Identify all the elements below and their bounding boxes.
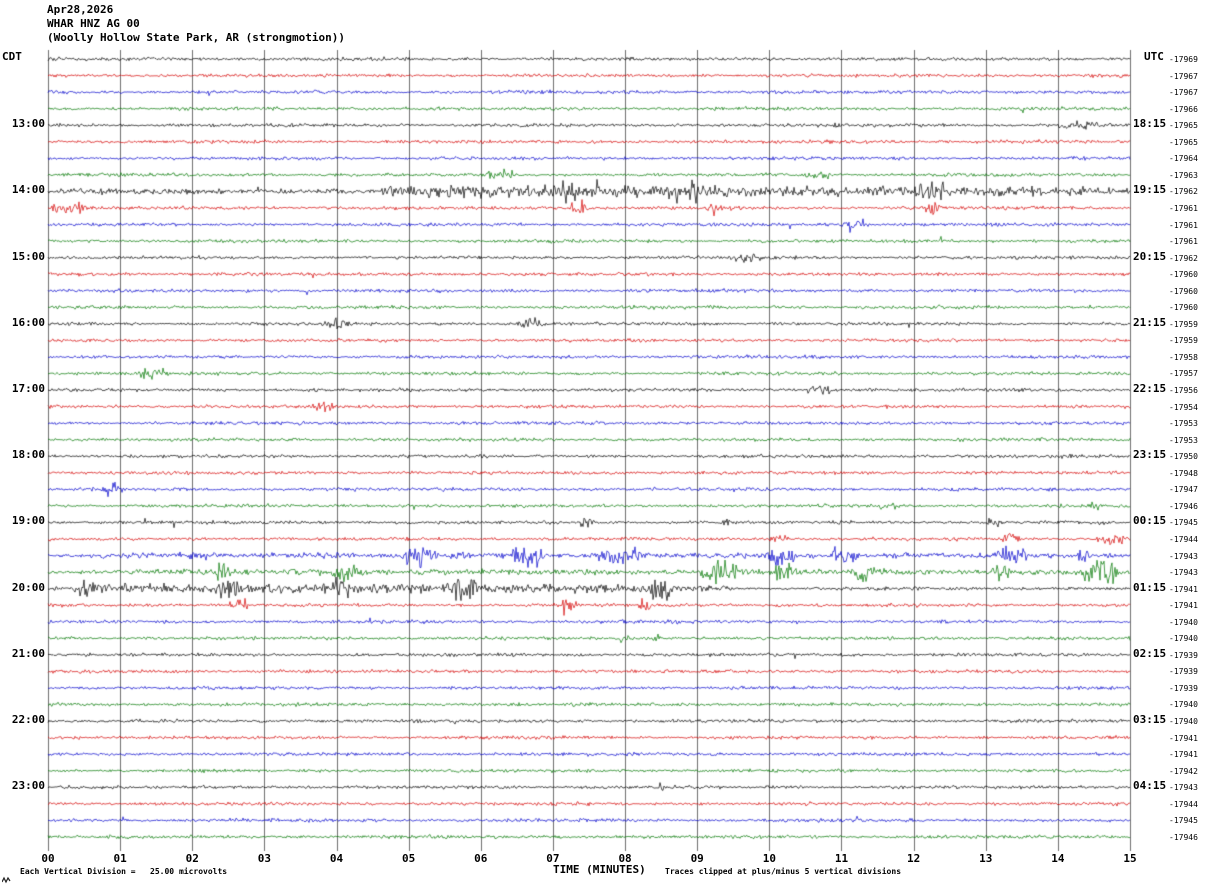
x-axis-title: TIME (MINUTES) — [553, 863, 646, 876]
row-offset-value: -17944 — [1169, 534, 1198, 544]
left-axis-title: CDT — [2, 50, 22, 63]
row-offset-value: -17953 — [1169, 435, 1198, 445]
x-tick-label: 10 — [762, 852, 776, 865]
x-tick-label: 13 — [979, 852, 993, 865]
x-tick-label: 14 — [1051, 852, 1065, 865]
row-offset-value: -17939 — [1169, 667, 1198, 677]
x-tick-label: 12 — [906, 852, 921, 865]
cdt-time-label: 14:00 — [11, 183, 45, 197]
row-offset-value: -17941 — [1169, 601, 1198, 611]
x-tick-label: 11 — [834, 852, 849, 865]
cdt-time-label: 21:00 — [11, 646, 45, 660]
row-offset-value: -17969 — [1169, 55, 1198, 64]
utc-time-label: 01:15 — [1133, 580, 1167, 594]
row-offset-value: -17962 — [1169, 187, 1198, 197]
row-offset-value: -17948 — [1169, 468, 1198, 478]
row-offset-value: -17965 — [1169, 137, 1198, 147]
row-offset-value: -17961 — [1169, 237, 1198, 247]
row-offset-value: -17953 — [1169, 419, 1198, 429]
corner-mark — [2, 876, 11, 884]
row-offset-value: -17954 — [1169, 402, 1198, 412]
row-offset-value: -17941 — [1169, 584, 1198, 594]
row-offset-value: -17942 — [1169, 766, 1198, 776]
x-tick-label: 06 — [474, 852, 488, 865]
row-offset-value: -17956 — [1169, 386, 1198, 395]
row-offset-value: -17941 — [1169, 733, 1198, 743]
utc-time-label: 04:15 — [1133, 779, 1167, 793]
row-offset-value: -17946 — [1169, 832, 1198, 842]
row-offset-value: -17943 — [1169, 783, 1198, 793]
row-offset-value: -17961 — [1169, 220, 1198, 230]
cdt-time-label: 23:00 — [11, 779, 45, 793]
row-offset-value: -17946 — [1169, 501, 1198, 511]
utc-time-label: 19:15 — [1133, 183, 1167, 197]
utc-time-label: 18:15 — [1133, 117, 1167, 131]
row-offset-value: -17939 — [1169, 650, 1198, 660]
row-offset-value: -17963 — [1169, 170, 1198, 180]
row-offset-value: -17945 — [1169, 816, 1198, 826]
utc-time-label: 03:15 — [1133, 713, 1167, 726]
row-offset-value: -17962 — [1169, 253, 1198, 263]
utc-time-label: 02:15 — [1133, 646, 1167, 660]
row-offset-value: -17965 — [1169, 121, 1198, 131]
x-tick-label: 08 — [618, 852, 632, 865]
clip-note: Traces clipped at plus/minus 5 vertical … — [665, 867, 902, 876]
row-offset-value: -17959 — [1169, 336, 1198, 346]
utc-time-label: 21:15 — [1133, 315, 1167, 329]
row-offset-value: -17939 — [1169, 683, 1198, 693]
header-date: Apr28,2026 — [47, 3, 114, 16]
row-offset-value: -17940 — [1169, 617, 1198, 627]
row-offset-value: -17961 — [1169, 203, 1198, 213]
row-offset-value: -17966 — [1169, 104, 1198, 114]
row-offset-value: -17960 — [1169, 270, 1198, 280]
row-offset-value: -17960 — [1169, 286, 1198, 296]
x-tick-label: 03 — [257, 852, 272, 865]
cdt-time-label: 13:00 — [11, 117, 45, 131]
right-axis-title: UTC — [1144, 50, 1164, 63]
header-station-location: (Woolly Hollow State Park, AR (strongmot… — [47, 31, 346, 44]
utc-time-label: 20:15 — [1133, 249, 1167, 263]
cdt-time-label: 19:00 — [11, 514, 45, 528]
x-tick-label: 00 — [41, 852, 55, 865]
cdt-time-label: 18:00 — [11, 448, 45, 462]
row-offset-value: -17958 — [1169, 352, 1198, 362]
row-offset-value: -17940 — [1169, 717, 1198, 726]
row-offset-value: -17947 — [1169, 485, 1198, 495]
x-tick-label: 02 — [185, 852, 199, 865]
utc-time-label: 23:15 — [1133, 448, 1167, 462]
header-station-code: WHAR HNZ AG 00 — [47, 17, 140, 30]
row-offset-value: -17960 — [1169, 303, 1198, 313]
row-offset-value: -17967 — [1169, 88, 1198, 98]
row-offset-value: -17967 — [1169, 71, 1198, 81]
cdt-time-label: 17:00 — [11, 382, 45, 395]
x-tick-label: 09 — [690, 852, 704, 865]
cdt-time-label: 15:00 — [11, 249, 45, 263]
row-offset-value: -17945 — [1169, 518, 1198, 528]
utc-time-label: 22:15 — [1133, 382, 1167, 395]
row-offset-value: -17940 — [1169, 634, 1198, 644]
x-tick-label: 05 — [402, 852, 416, 865]
row-offset-value: -17944 — [1169, 799, 1198, 809]
x-tick-label: 07 — [546, 852, 560, 865]
x-tick-label: 04 — [329, 852, 344, 865]
utc-time-label: 00:15 — [1133, 514, 1167, 528]
cdt-time-label: 20:00 — [11, 580, 45, 594]
cdt-time-label: 22:00 — [11, 713, 45, 726]
cdt-time-label: 16:00 — [11, 315, 45, 329]
row-offset-value: -17950 — [1169, 452, 1198, 462]
row-offset-value: -17943 — [1169, 551, 1198, 561]
row-offset-value: -17940 — [1169, 700, 1198, 710]
row-offset-value: -17964 — [1169, 154, 1198, 164]
x-tick-label: 01 — [113, 852, 127, 865]
scale-note: Each Vertical Division = 25.00 microvolt… — [20, 867, 228, 876]
x-tick-label: 15 — [1123, 852, 1137, 865]
row-offset-value: -17957 — [1169, 369, 1198, 379]
row-offset-value: -17941 — [1169, 750, 1198, 760]
row-offset-value: -17943 — [1169, 568, 1198, 578]
row-offset-value: -17959 — [1169, 319, 1198, 329]
